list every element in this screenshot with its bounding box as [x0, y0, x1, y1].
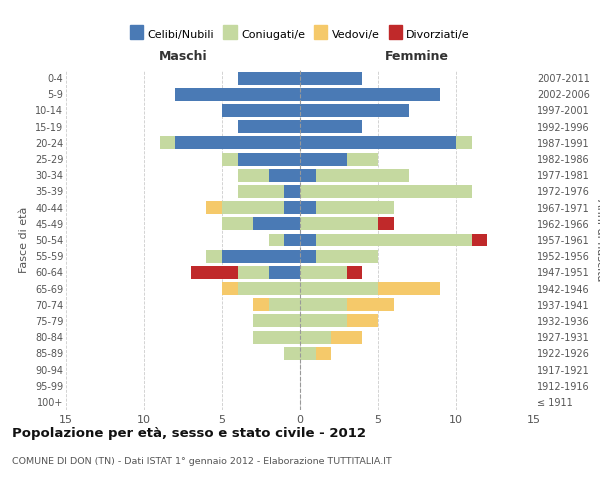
Text: COMUNE DI DON (TN) - Dati ISTAT 1° gennaio 2012 - Elaborazione TUTTITALIA.IT: COMUNE DI DON (TN) - Dati ISTAT 1° genna…: [12, 458, 392, 466]
Bar: [269, 298, 300, 311]
Bar: [222, 152, 238, 166]
Bar: [316, 250, 378, 262]
Bar: [300, 266, 347, 279]
Text: Maschi: Maschi: [158, 50, 208, 63]
Bar: [300, 282, 378, 295]
Y-axis label: Fasce di età: Fasce di età: [19, 207, 29, 273]
Bar: [300, 72, 362, 85]
Bar: [175, 88, 300, 101]
Bar: [378, 218, 394, 230]
Bar: [300, 152, 347, 166]
Bar: [347, 266, 362, 279]
Bar: [284, 234, 300, 246]
Bar: [300, 314, 347, 328]
Bar: [316, 169, 409, 181]
Bar: [300, 120, 362, 133]
Bar: [269, 234, 284, 246]
Bar: [300, 234, 316, 246]
Bar: [191, 266, 238, 279]
Bar: [316, 201, 394, 214]
Bar: [253, 330, 300, 344]
Bar: [253, 298, 269, 311]
Bar: [472, 234, 487, 246]
Bar: [160, 136, 175, 149]
Bar: [222, 250, 300, 262]
Bar: [206, 250, 222, 262]
Bar: [300, 169, 316, 181]
Bar: [222, 282, 238, 295]
Legend: Celibi/Nubili, Coniugati/e, Vedovi/e, Divorziati/e: Celibi/Nubili, Coniugati/e, Vedovi/e, Di…: [125, 24, 475, 44]
Bar: [456, 136, 472, 149]
Bar: [300, 330, 331, 344]
Bar: [347, 314, 378, 328]
Bar: [284, 185, 300, 198]
Bar: [378, 282, 440, 295]
Bar: [238, 266, 269, 279]
Bar: [269, 266, 300, 279]
Bar: [284, 347, 300, 360]
Bar: [347, 298, 394, 311]
Text: Femmine: Femmine: [385, 50, 449, 63]
Bar: [300, 201, 316, 214]
Bar: [222, 218, 253, 230]
Bar: [300, 185, 472, 198]
Bar: [316, 347, 331, 360]
Bar: [238, 169, 269, 181]
Bar: [253, 218, 300, 230]
Bar: [300, 250, 316, 262]
Bar: [238, 282, 300, 295]
Y-axis label: Anni di nascita: Anni di nascita: [595, 198, 600, 281]
Bar: [238, 185, 284, 198]
Bar: [316, 234, 472, 246]
Text: Popolazione per età, sesso e stato civile - 2012: Popolazione per età, sesso e stato civil…: [12, 428, 366, 440]
Bar: [300, 347, 316, 360]
Bar: [300, 104, 409, 117]
Bar: [238, 152, 300, 166]
Bar: [222, 104, 300, 117]
Bar: [331, 330, 362, 344]
Bar: [175, 136, 300, 149]
Bar: [300, 136, 456, 149]
Bar: [300, 298, 347, 311]
Bar: [238, 72, 300, 85]
Bar: [347, 152, 378, 166]
Bar: [238, 120, 300, 133]
Bar: [284, 201, 300, 214]
Bar: [300, 88, 440, 101]
Bar: [253, 314, 300, 328]
Bar: [300, 218, 378, 230]
Bar: [269, 169, 300, 181]
Bar: [222, 201, 284, 214]
Bar: [206, 201, 222, 214]
